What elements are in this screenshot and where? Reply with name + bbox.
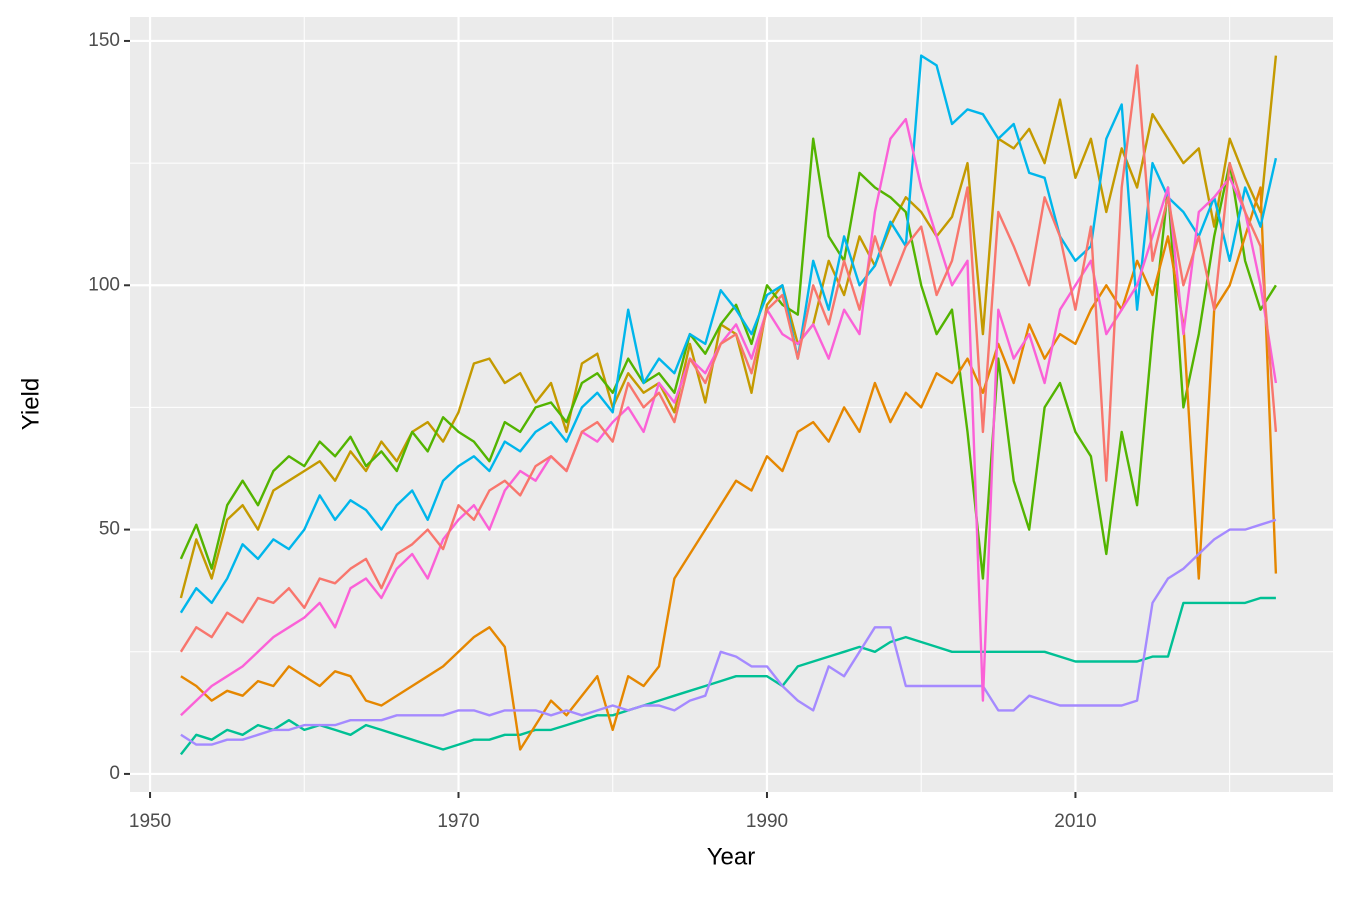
y-axis-title: Yield	[17, 378, 44, 430]
series-line	[179, 54, 1278, 614]
x-tick-label: 2010	[1054, 811, 1096, 832]
panel	[130, 17, 1333, 792]
y-tick-label: 100	[88, 274, 120, 295]
series-line	[180, 518, 1277, 746]
x-tick-label: 1970	[437, 811, 479, 832]
y-tick-label: 150	[88, 30, 120, 51]
series-line	[179, 64, 1278, 653]
series-line	[179, 55, 1278, 599]
y-tick-label: 50	[99, 519, 120, 540]
series-line	[179, 137, 1277, 580]
x-tick-label: 1950	[129, 811, 171, 832]
grid	[130, 17, 1333, 792]
series-line	[180, 186, 1278, 751]
y-tick-label: 0	[109, 763, 120, 784]
lines	[179, 54, 1278, 756]
x-axis-title: Year	[707, 843, 756, 870]
x-tick-label: 1990	[746, 811, 788, 832]
series-line	[179, 596, 1276, 756]
axes: 1950 1970 1990 2010 0 50 100 150	[88, 30, 1096, 832]
